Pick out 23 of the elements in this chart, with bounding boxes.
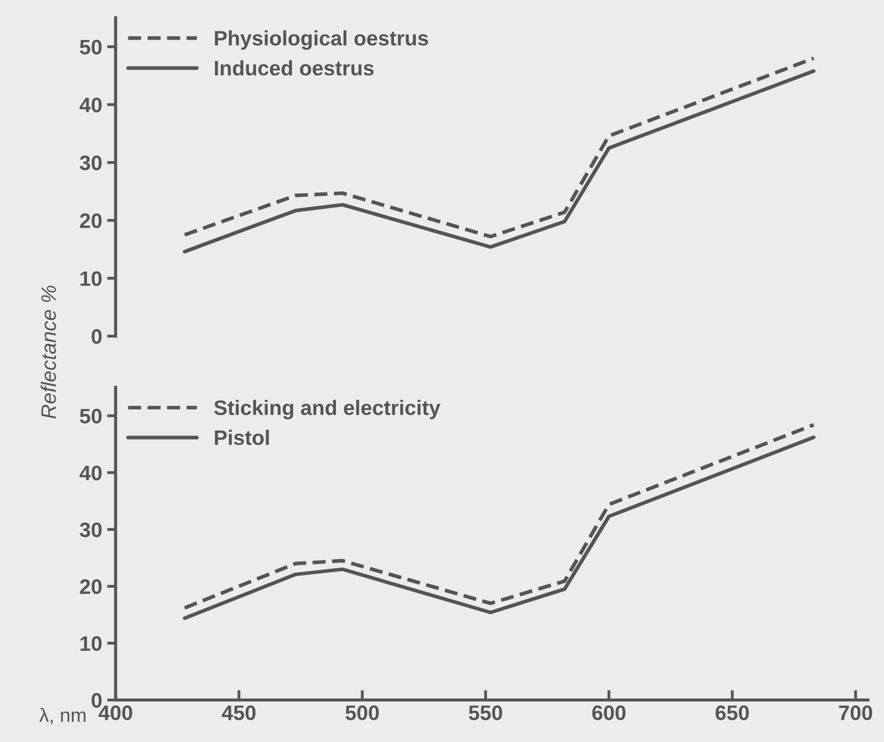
y-tick-label: 20	[80, 213, 102, 228]
legend-label: Sticking and electricity	[214, 400, 440, 420]
x-tick-label: 550	[468, 705, 502, 720]
y-tick-label: 0	[92, 329, 102, 344]
legend-label: Pistol	[214, 430, 269, 446]
legend-label: Induced oestrus	[214, 60, 374, 76]
x-tick-label: 450	[222, 705, 256, 720]
y-tick-label: 20	[80, 579, 102, 594]
y-tick-label: 30	[80, 522, 102, 538]
y-tick-label: 10	[80, 271, 102, 286]
y-tick-label: 10	[80, 636, 102, 651]
x-tick-label: 600	[592, 705, 626, 720]
y-axis-title: Reflectance %	[40, 286, 56, 419]
x-tick-label: 650	[716, 705, 749, 720]
x-tick-label: 700	[839, 705, 872, 720]
legend-label: Physiological oestrus	[214, 30, 428, 50]
y-tick-label: 40	[80, 98, 102, 112]
x-axis-title: λ, nm	[39, 708, 86, 724]
x-tick-label: 500	[346, 705, 379, 720]
y-tick-label: 50	[80, 408, 102, 424]
y-tick-label: 40	[80, 466, 102, 480]
y-tick-label: 30	[80, 156, 102, 170]
y-tick-label: 50	[80, 40, 102, 54]
